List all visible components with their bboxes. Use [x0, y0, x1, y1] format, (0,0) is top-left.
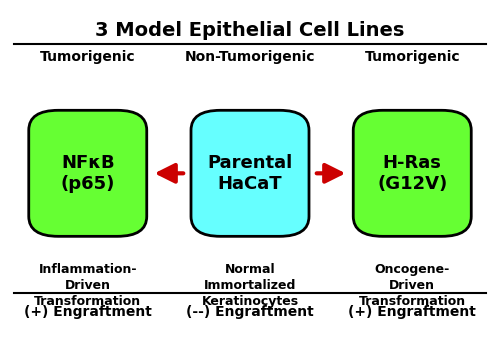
Text: Inflammation-
Driven
Transformation: Inflammation- Driven Transformation [34, 263, 142, 308]
FancyBboxPatch shape [353, 110, 471, 236]
Text: 3 Model Epithelial Cell Lines: 3 Model Epithelial Cell Lines [96, 21, 405, 40]
FancyBboxPatch shape [191, 110, 309, 236]
Text: Tumorigenic: Tumorigenic [40, 50, 136, 64]
Text: (+) Engraftment: (+) Engraftment [24, 305, 152, 319]
Text: (--) Engraftment: (--) Engraftment [186, 305, 314, 319]
Text: Oncogene-
Driven
Transformation: Oncogene- Driven Transformation [358, 263, 466, 308]
Text: Normal
Immortalized
Keratinocytes: Normal Immortalized Keratinocytes [202, 263, 298, 308]
Text: Parental
HaCaT: Parental HaCaT [208, 154, 292, 193]
Text: (+) Engraftment: (+) Engraftment [348, 305, 476, 319]
FancyBboxPatch shape [29, 110, 147, 236]
Text: NFκB
(p65): NFκB (p65) [60, 154, 115, 193]
Text: Tumorigenic: Tumorigenic [364, 50, 460, 64]
Text: H-Ras
(G12V): H-Ras (G12V) [377, 154, 448, 193]
Text: Non-Tumorigenic: Non-Tumorigenic [185, 50, 316, 64]
